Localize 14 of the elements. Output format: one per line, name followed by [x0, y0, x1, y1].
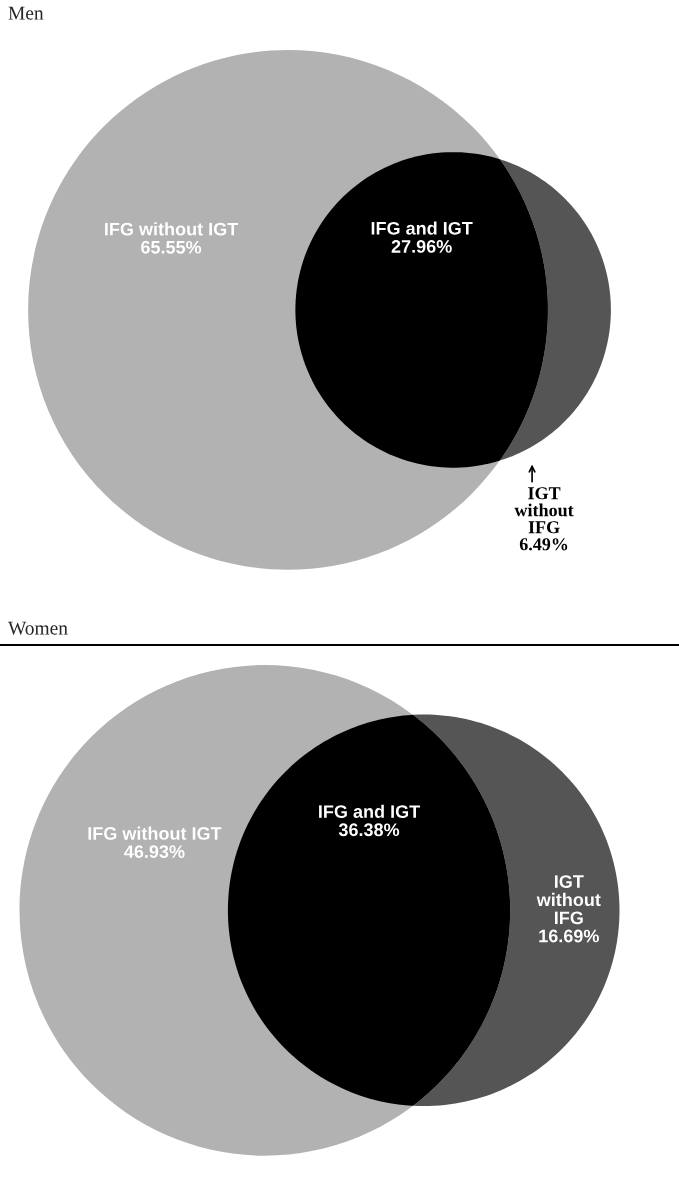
- category-label: IFG and IGT: [319, 804, 420, 818]
- category-label: IFG without IGT: [88, 826, 222, 840]
- category-label: IGT without IFG: [536, 875, 601, 925]
- text: Men: [8, 6, 44, 20]
- data-label: 27.96%: [391, 240, 452, 253]
- data-label: 6.49%: [519, 538, 568, 551]
- data-label: 46.93%: [124, 845, 185, 859]
- category-label: IFG and IGT: [371, 221, 473, 235]
- data-label: 16.69%: [539, 929, 599, 943]
- category-label: IGT without IFG: [514, 487, 574, 534]
- text: Women: [8, 621, 68, 635]
- category-label: IFG without IGT: [105, 222, 239, 236]
- data-label: 65.55%: [141, 240, 202, 254]
- data-label: 36.38%: [338, 823, 400, 837]
